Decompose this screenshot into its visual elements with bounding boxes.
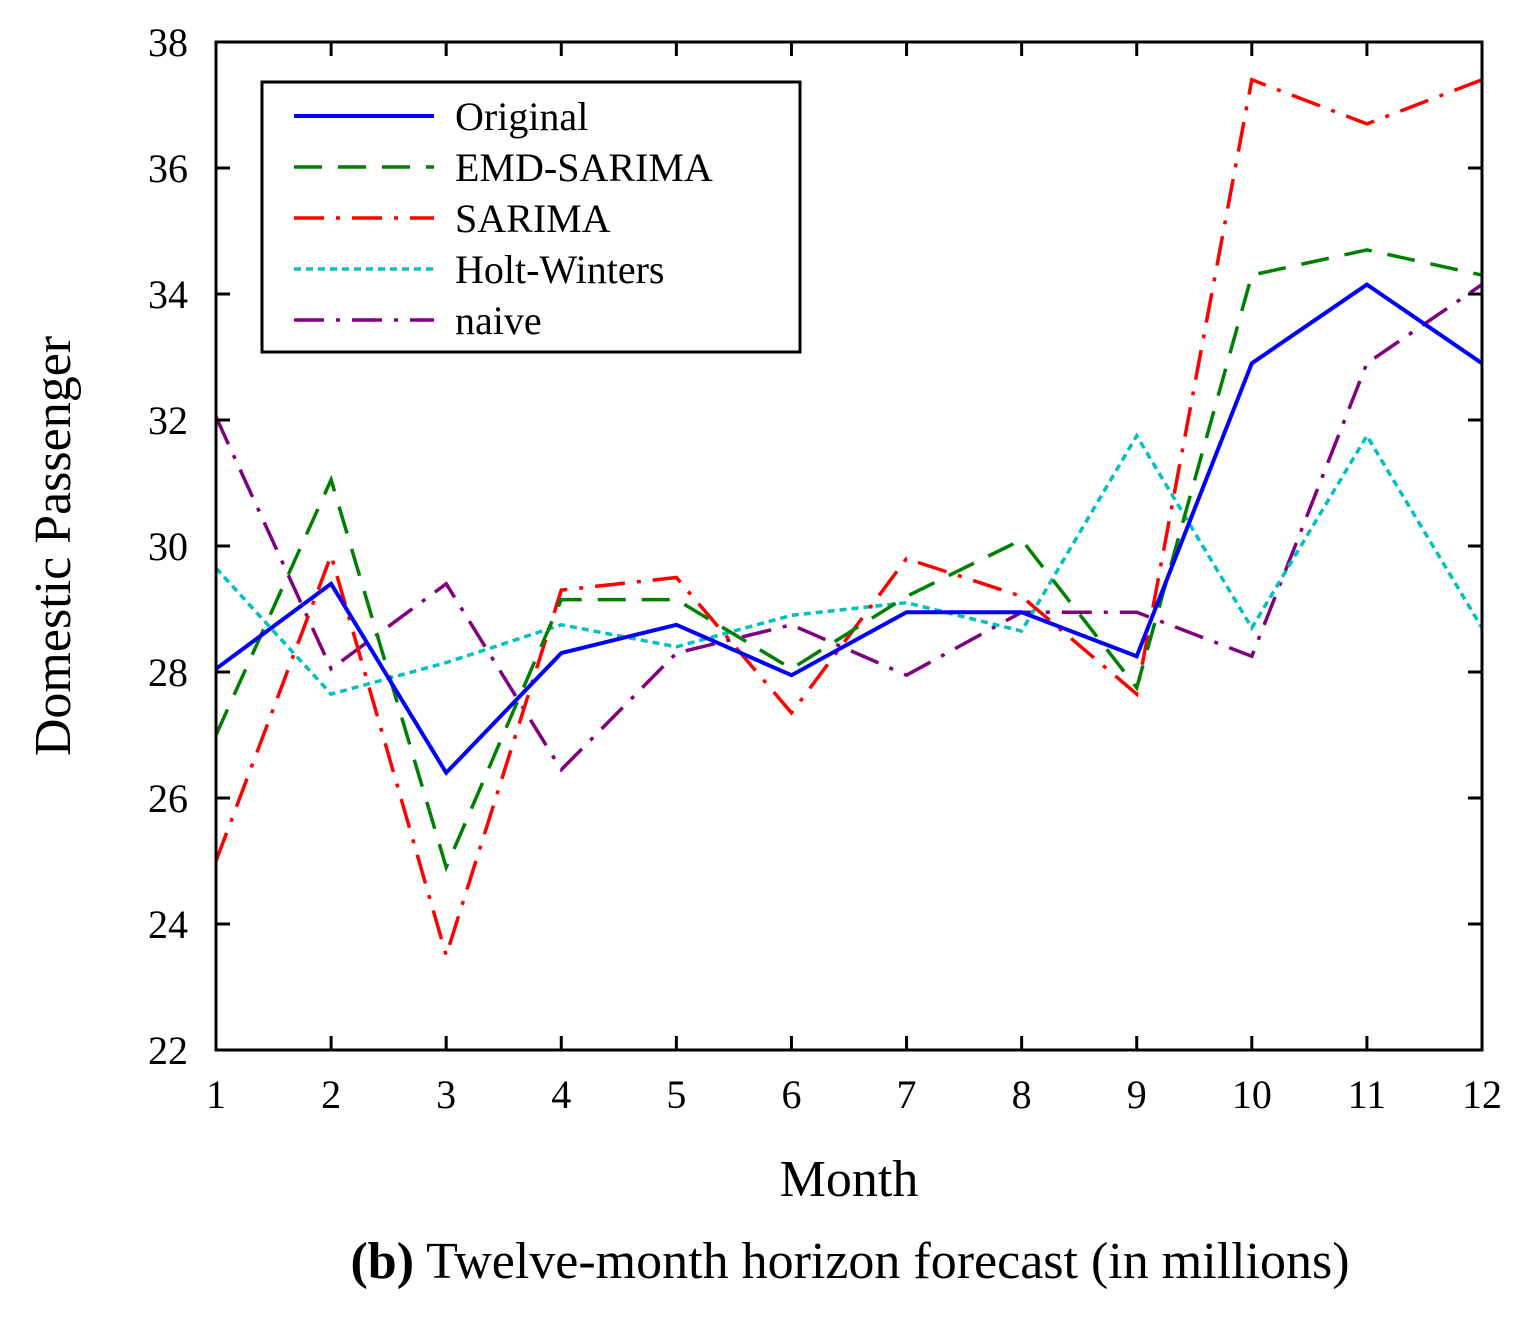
y-tick-label: 22 bbox=[148, 1028, 188, 1073]
y-tick-label: 28 bbox=[148, 650, 188, 695]
x-tick-label: 7 bbox=[897, 1072, 917, 1117]
legend-box bbox=[260, 80, 802, 354]
x-axis-label: Month bbox=[780, 1151, 919, 1208]
series-line-naive bbox=[214, 283, 1483, 773]
series-line-emd-sarima bbox=[214, 248, 1483, 873]
series-layer bbox=[214, 77, 1484, 962]
x-tick-label: 4 bbox=[551, 1072, 571, 1117]
x-tick-label: 11 bbox=[1348, 1072, 1387, 1117]
y-tick-label: 26 bbox=[148, 776, 188, 821]
x-tick-label: 12 bbox=[1462, 1072, 1502, 1117]
y-tick-label: 24 bbox=[148, 902, 188, 947]
y-tick-label: 38 bbox=[148, 20, 188, 65]
x-tick-label: 1 bbox=[206, 1072, 226, 1117]
x-tick-label: 2 bbox=[321, 1072, 341, 1117]
y-tick-label: 30 bbox=[148, 524, 188, 569]
caption-text: Twelve-month horizon forecast (in millio… bbox=[414, 1233, 1350, 1290]
y-tick-label: 36 bbox=[148, 146, 188, 191]
series-line-holt-winters bbox=[214, 432, 1484, 697]
series-line-original bbox=[214, 282, 1484, 777]
x-tick-label: 5 bbox=[666, 1072, 686, 1117]
series-line-sarima bbox=[214, 77, 1483, 962]
chart-caption: (b) Twelve-month horizon forecast (in mi… bbox=[350, 1233, 1349, 1290]
y-axis-label: Domestic Passenger bbox=[25, 336, 82, 756]
legend-label: SARIMA bbox=[455, 196, 611, 241]
legend-label: Holt-Winters bbox=[455, 247, 664, 292]
legend-label: naive bbox=[455, 298, 542, 343]
x-tick-label: 6 bbox=[781, 1072, 801, 1117]
legend-label: EMD-SARIMA bbox=[455, 145, 713, 190]
legend-label: Original bbox=[455, 94, 588, 139]
y-tick-label: 32 bbox=[148, 398, 188, 443]
x-tick-label: 3 bbox=[436, 1072, 456, 1117]
x-tick-label: 9 bbox=[1127, 1072, 1147, 1117]
y-tick-label: 34 bbox=[148, 272, 188, 317]
x-tick-label: 8 bbox=[1012, 1072, 1032, 1117]
x-tick-label: 10 bbox=[1232, 1072, 1272, 1117]
legend: Original EMD-SARIMA SARIMA Holt-Winters naiv… bbox=[260, 80, 802, 354]
caption-label: (b) bbox=[350, 1233, 414, 1290]
